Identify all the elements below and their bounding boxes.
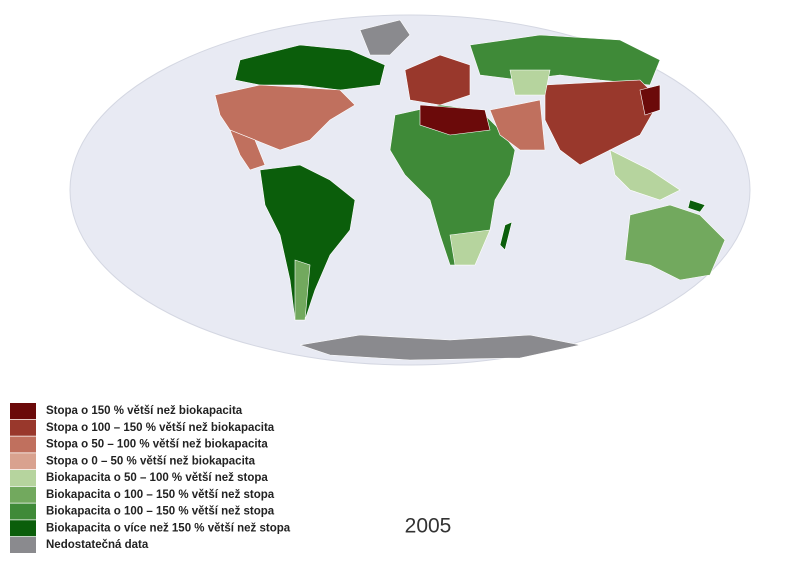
central-asia — [509, 69, 551, 96]
greenland — [359, 19, 411, 56]
legend-swatch — [10, 453, 36, 470]
world-map — [69, 14, 751, 366]
legend-swatch — [10, 436, 36, 453]
legend-swatch — [10, 520, 36, 537]
southeast-asia — [609, 149, 681, 201]
legend-swatch — [10, 537, 36, 553]
legend-label: Biokapacita o 100 – 150 % větší než stop… — [46, 489, 275, 501]
madagascar — [499, 221, 513, 251]
legend-label: Biokapacita o více než 150 % větší než s… — [46, 522, 291, 534]
legend-swatch — [10, 403, 36, 419]
map-year: 2005 — [405, 515, 452, 538]
legend-swatch — [10, 503, 36, 520]
legend-label: Biokapacita o 100 – 150 % větší než stop… — [46, 506, 275, 518]
legend-label: Biokapacita o 50 – 100 % větší než stopa — [46, 472, 268, 484]
north-africa — [419, 104, 491, 136]
europe — [404, 54, 471, 106]
legend-label: Nedostatečná data — [46, 539, 149, 551]
antarctica — [299, 334, 581, 361]
legend-swatch — [10, 470, 36, 486]
chile-argentina — [294, 259, 311, 321]
australia — [624, 204, 726, 281]
legend-label: Stopa o 0 – 50 % větší než biokapacita — [46, 455, 256, 467]
legend-label: Stopa o 50 – 100 % větší než biokapacita — [46, 439, 268, 451]
south-america — [259, 164, 356, 321]
legend-swatch — [10, 419, 36, 436]
legend-label: Stopa o 150 % větší než biokapacita — [46, 405, 243, 417]
japan — [639, 84, 661, 116]
middle-east — [489, 99, 546, 151]
canada — [234, 44, 386, 91]
southern-africa — [449, 229, 491, 266]
legend: Stopa o 150 % větší než biokapacita Stopa… — [10, 403, 291, 553]
usa — [214, 84, 356, 151]
mexico — [229, 129, 266, 171]
new-guinea — [687, 199, 706, 213]
legend-label: Stopa o 100 – 150 % větší než biokapacit… — [46, 422, 275, 434]
legend-swatch — [10, 486, 36, 503]
